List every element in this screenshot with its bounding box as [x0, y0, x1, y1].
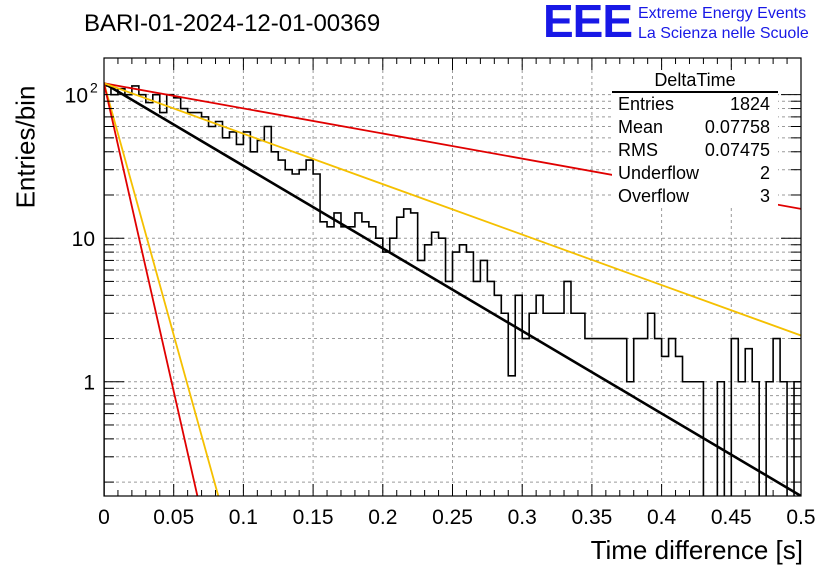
x-axis-label: Time difference [s]: [590, 535, 803, 565]
x-tick-label: 0.45: [711, 506, 752, 529]
logo-line-2: La Scienza nelle Scuole: [638, 25, 809, 42]
x-tick-label: 0.1: [229, 506, 258, 529]
stats-label: RMS: [618, 140, 658, 160]
x-tick-label: 0.5: [786, 506, 815, 529]
x-tick-label: 0.15: [293, 506, 334, 529]
x-tick-label: 0.4: [647, 506, 677, 529]
x-tick-label: 0.05: [153, 506, 194, 529]
stats-row-rms: RMS 0.07475: [612, 139, 778, 162]
histogram-steps: [104, 85, 801, 496]
stats-value: 0.07758: [704, 117, 770, 137]
stats-label: Entries: [618, 94, 675, 114]
x-tick-label: 0.35: [571, 506, 612, 529]
logo-mark: EEE: [543, 0, 633, 47]
stats-box: DeltaTime Entries 1824 Mean 0.07758 RMS …: [612, 70, 778, 208]
curve-fit: [104, 82, 801, 496]
curve-yellow-slow: [104, 82, 801, 337]
stats-row-mean: Mean 0.07758: [612, 116, 778, 139]
y-tick-label: 10: [65, 85, 88, 108]
x-tick-label: 0: [98, 506, 110, 529]
y-axis-label-box: Entries/bin: [6, 86, 46, 209]
chart-title: BARI-01-2024-12-01-00369: [84, 10, 381, 37]
stats-label: Mean: [618, 117, 664, 137]
stats-row-underflow: Underflow 2: [612, 162, 778, 185]
stats-row-overflow: Overflow 3: [612, 185, 778, 208]
x-tick-label: 0.25: [432, 506, 473, 529]
y-tick-exponent: 2: [90, 80, 98, 96]
stats-value: 1824: [729, 94, 770, 114]
stats-value: 3: [759, 186, 770, 206]
stats-label: Overflow: [618, 186, 690, 206]
stats-value: 2: [759, 163, 770, 183]
logo-line-1: Extreme Energy Events: [638, 5, 807, 22]
stats-title: DeltaTime: [612, 70, 778, 93]
stats-label: Underflow: [618, 163, 700, 183]
y-tick-label: 10: [72, 228, 95, 251]
stats-row-entries: Entries 1824: [612, 93, 778, 116]
curve-yellow-fast: [104, 83, 220, 496]
curve-red-fast: [104, 83, 199, 496]
stats-value: 0.07475: [704, 140, 770, 160]
x-tick-label: 0.3: [508, 506, 537, 529]
x-tick-label: 0.2: [368, 506, 397, 529]
y-axis-label: Entries/bin: [10, 85, 41, 209]
y-tick-label: 1: [83, 372, 95, 395]
